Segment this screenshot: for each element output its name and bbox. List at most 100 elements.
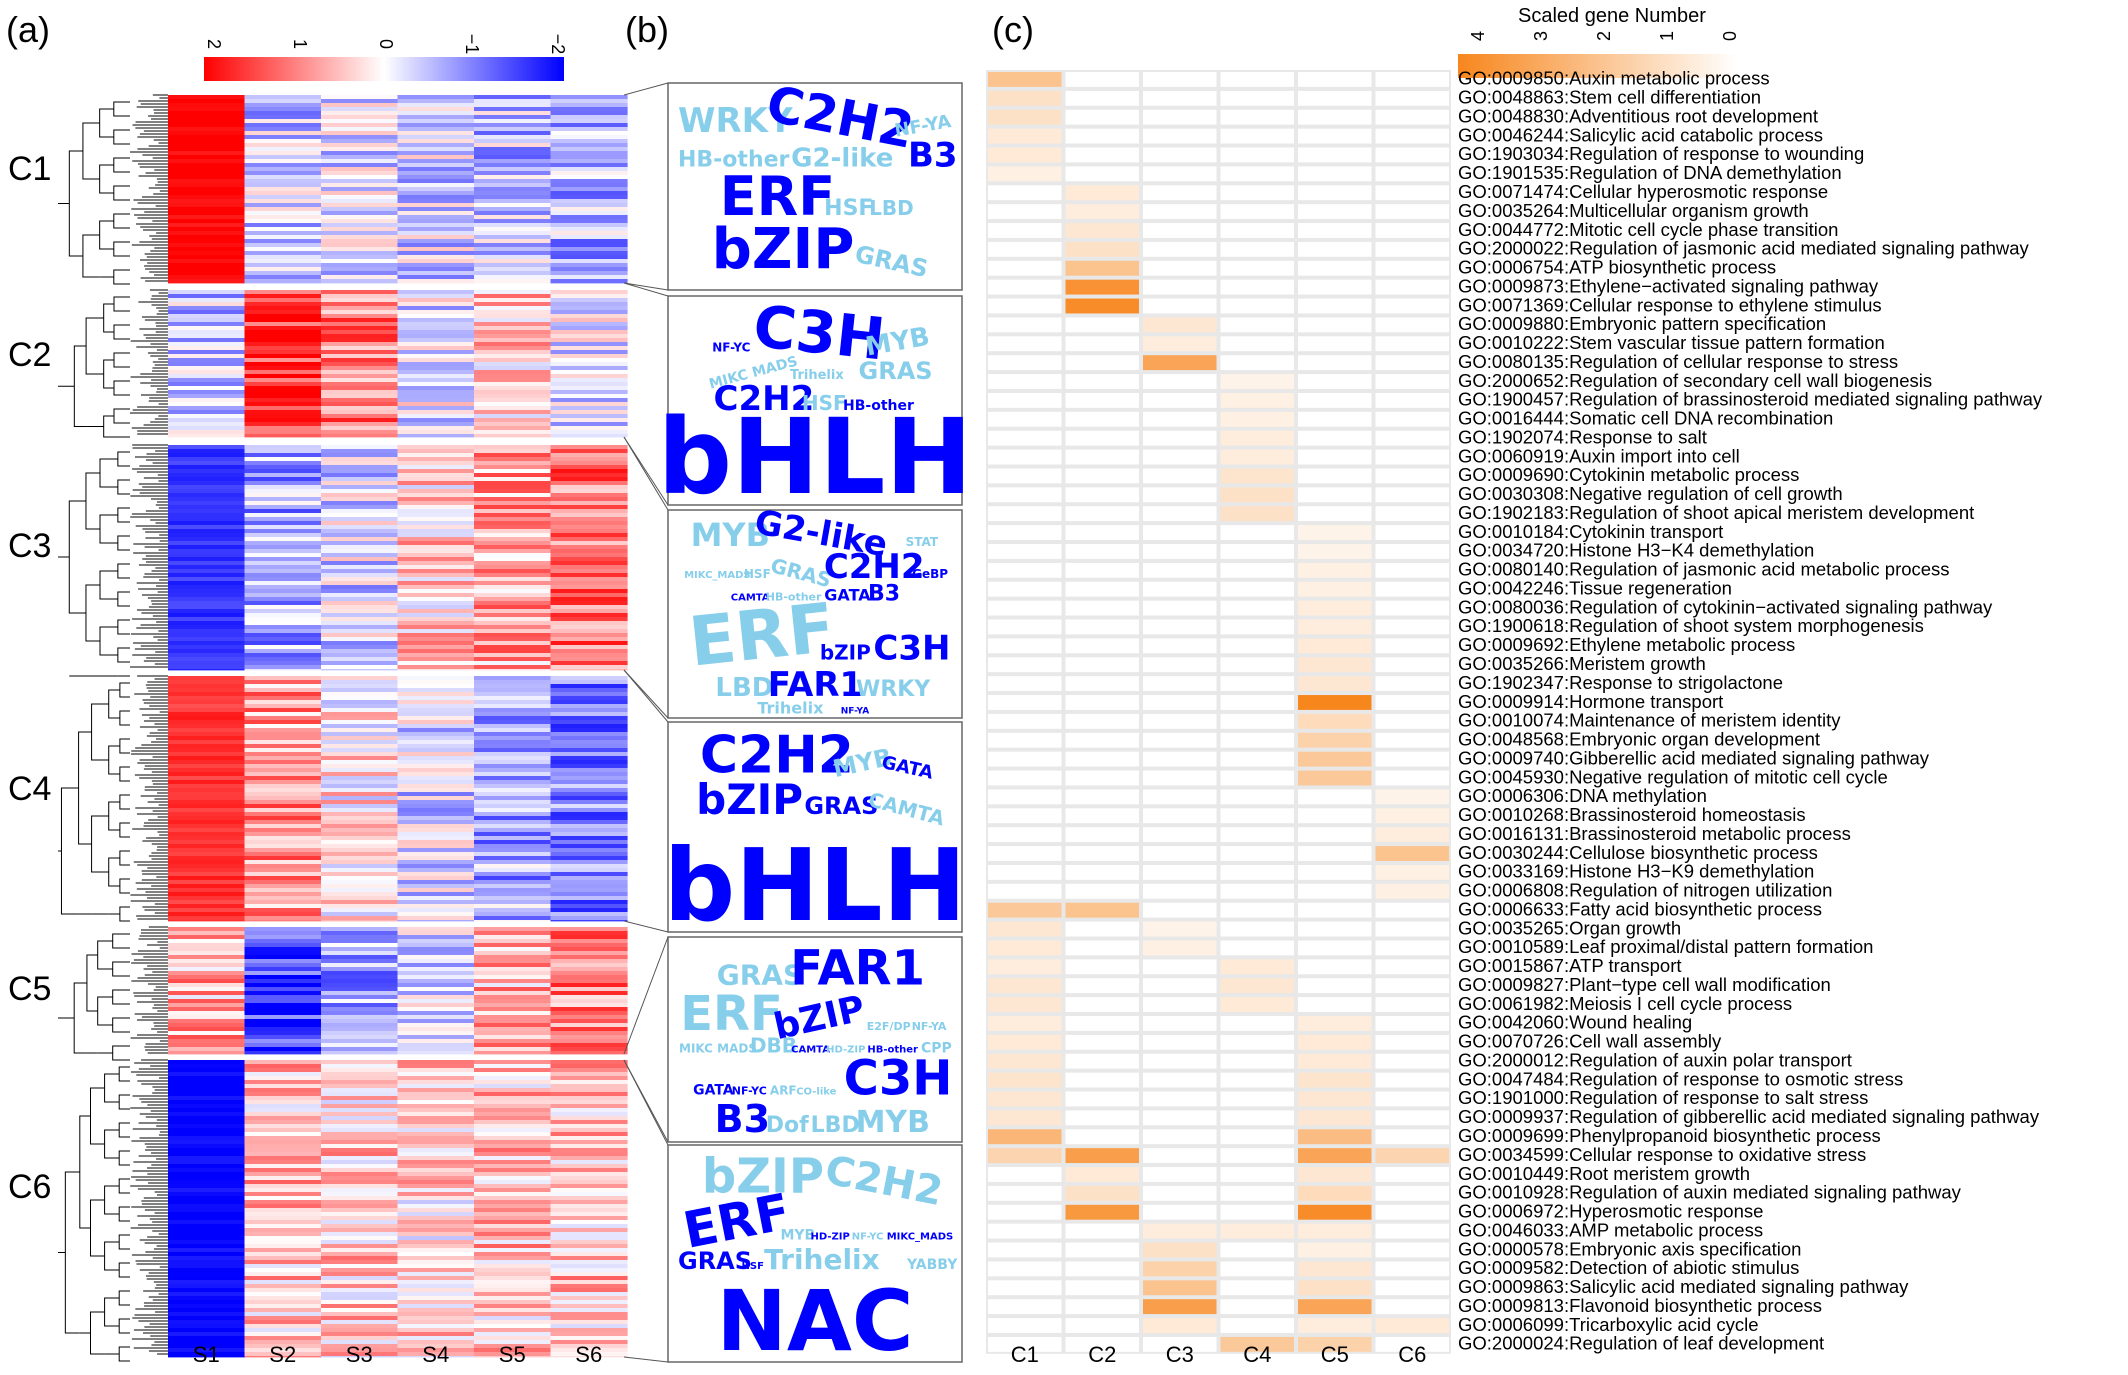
- heatmap-a-cell: [550, 856, 628, 861]
- heatmap-a-cell: [397, 1320, 475, 1325]
- heatmap-a-cell: [474, 1252, 552, 1257]
- heatmap-a-cell: [550, 708, 628, 713]
- heatmap-a-cell: [168, 517, 246, 522]
- heatmap-a-cell: [168, 271, 246, 276]
- heatmap-a-cell: [168, 99, 246, 104]
- heatmap-a-cell: [168, 561, 246, 566]
- heatmap-a-cell: [550, 1240, 628, 1245]
- heatmap-a-cell: [474, 633, 552, 638]
- heatmap-a-cell: [397, 1124, 475, 1129]
- heatmap-a-cell: [168, 1200, 246, 1205]
- heatmap-a-cell: [244, 645, 322, 650]
- heatmap-a-cell: [244, 820, 322, 825]
- heatmap-a-cell: [168, 1120, 246, 1125]
- heatmap-c-cell: [1375, 392, 1449, 408]
- heatmap-a-cell: [244, 1019, 322, 1024]
- heatmap-a-cell: [397, 243, 475, 248]
- heatmap-a-cell: [321, 155, 399, 160]
- heatmap-c-cell: [1298, 751, 1372, 767]
- heatmap-a-cell: [321, 1027, 399, 1032]
- heatmap-a-cell: [550, 195, 628, 200]
- heatmap-a-cell: [397, 155, 475, 160]
- heatmap-a-cell: [550, 912, 628, 917]
- heatmap-c-cell: [1065, 449, 1139, 465]
- heatmap-c-cell: [1065, 657, 1139, 673]
- heatmap-a-cell: [550, 684, 628, 689]
- heatmap-a-cell: [397, 1236, 475, 1241]
- heatmap-a-cell: [168, 605, 246, 610]
- heatmap-a-cell: [321, 987, 399, 992]
- word: ERF: [686, 589, 839, 683]
- heatmap-a-cell: [244, 708, 322, 713]
- heatmap-a-cell: [321, 235, 399, 240]
- heatmap-a-cell: [244, 1240, 322, 1245]
- heatmap-a-cell: [244, 1260, 322, 1265]
- heatmap-a-cell: [244, 912, 322, 917]
- heatmap-a-cell: [397, 613, 475, 618]
- heatmap-a-cell: [244, 1072, 322, 1077]
- heatmap-a-cell: [474, 939, 552, 944]
- heatmap-a-cell: [168, 657, 246, 662]
- heatmap-a-cell: [397, 1160, 475, 1165]
- heatmap-a-cell: [168, 545, 246, 550]
- heatmap-a-cell: [244, 609, 322, 614]
- heatmap-c-cell: [1065, 864, 1139, 880]
- dendrogram-branch: [112, 933, 130, 949]
- heatmap-a-cell: [474, 533, 552, 538]
- heatmap-a-cell: [244, 1296, 322, 1301]
- heatmap-a-cell: [550, 1172, 628, 1177]
- heatmap-a-cell: [244, 585, 322, 590]
- heatmap-c-cell: [1298, 1016, 1372, 1031]
- heatmap-c-cell: [1375, 1016, 1449, 1031]
- heatmap-a-cell: [397, 927, 475, 932]
- heatmap-a-cell: [397, 330, 475, 335]
- heatmap-a-cell: [474, 1288, 552, 1293]
- heatmap-a-cell: [397, 1015, 475, 1020]
- heatmap-a-cell: [321, 398, 399, 403]
- go-term-label: GO:2000024:Regulation of leaf developmen…: [1458, 1333, 1824, 1354]
- word: B3: [868, 582, 900, 607]
- dendrogram-branch: [91, 703, 109, 761]
- heatmap-c-cell: [1375, 1242, 1449, 1258]
- heatmap-a-cell: [244, 784, 322, 789]
- heatmap-a-cell: [168, 808, 246, 813]
- heatmap-a-cell: [244, 589, 322, 594]
- heatmap-a-cell: [168, 1031, 246, 1036]
- heatmap-a-cell: [474, 330, 552, 335]
- heatmap-a-cell: [321, 979, 399, 984]
- heatmap-a-cell: [321, 744, 399, 749]
- heatmap-a-cell: [474, 916, 552, 921]
- heatmap-a-cell: [168, 219, 246, 224]
- heatmap-c-cell: [1220, 1091, 1294, 1107]
- heatmap-a-cell: [244, 720, 322, 725]
- heatmap-c-cell: [988, 109, 1062, 125]
- heatmap-a-cell: [244, 736, 322, 741]
- heatmap-a-cell: [321, 621, 399, 626]
- heatmap-a-cell: [244, 195, 322, 200]
- heatmap-a-cell: [321, 1228, 399, 1233]
- heatmap-c-cell: [1375, 1091, 1449, 1107]
- heatmap-a-cell: [321, 665, 399, 670]
- heatmap-a-cell: [550, 227, 628, 232]
- heatmap-a-cell: [550, 657, 628, 662]
- heatmap-a-cell: [244, 916, 322, 921]
- go-term-label: GO:0009937:Regulation of gibberellic aci…: [1458, 1106, 2040, 1127]
- heatmap-a-cell: [474, 1204, 552, 1209]
- heatmap-a-cell: [168, 720, 246, 725]
- heatmap-a-cell: [168, 669, 246, 671]
- heatmap-a-cell: [321, 676, 399, 681]
- heatmap-a-cell: [397, 1043, 475, 1048]
- heatmap-a-cell: [168, 804, 246, 809]
- heatmap-a-cell: [474, 1096, 552, 1101]
- heatmap-a-cell: [397, 696, 475, 701]
- heatmap-a-cell: [474, 103, 552, 108]
- heatmap-a-cell: [244, 183, 322, 188]
- heatmap-a-cell: [168, 402, 246, 407]
- heatmap-a-cell: [397, 868, 475, 873]
- heatmap-a-cell: [474, 848, 552, 853]
- heatmap-a-cell: [397, 712, 475, 717]
- heatmap-c-cell: [1143, 279, 1217, 295]
- heatmap-a-cell: [321, 1348, 399, 1353]
- heatmap-a-cell: [397, 414, 475, 419]
- heatmap-a-cell: [244, 780, 322, 785]
